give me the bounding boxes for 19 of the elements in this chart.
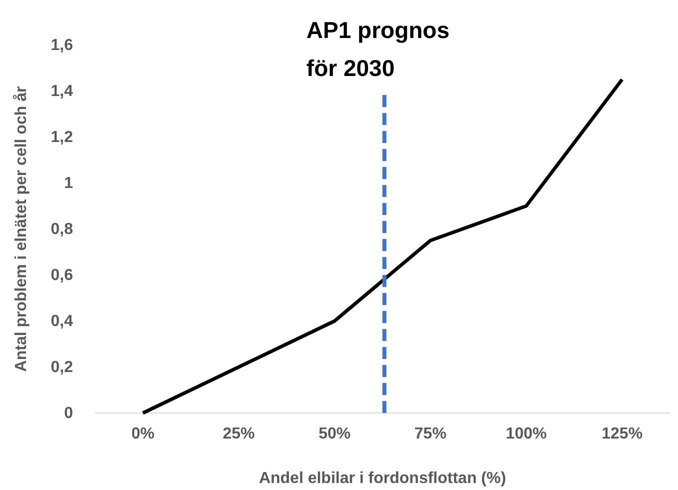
x-tick-label: 0% bbox=[131, 425, 154, 442]
x-tick-label: 125% bbox=[602, 425, 643, 442]
x-tick-label: 50% bbox=[318, 425, 351, 442]
x-tick-label: 75% bbox=[414, 425, 446, 442]
y-tick-label: 0,4 bbox=[50, 313, 74, 330]
y-tick-label: 0,2 bbox=[50, 359, 74, 376]
y-axis-title: Antal problem i elnätet per cell och år bbox=[12, 86, 30, 372]
y-tick-label: 1,4 bbox=[50, 83, 74, 100]
y-tick-label: 0,6 bbox=[50, 267, 74, 284]
y-tick-label: 0,8 bbox=[50, 221, 74, 238]
x-tick-label: 100% bbox=[506, 425, 547, 442]
y-tick-label: 0 bbox=[64, 405, 74, 422]
y-tick-label: 1 bbox=[64, 175, 74, 192]
ref-line-label: AP1 prognos för 2030 bbox=[306, 17, 450, 81]
y-tick-label: 1,6 bbox=[50, 37, 74, 54]
x-tick-label: 25% bbox=[222, 425, 255, 442]
line-series bbox=[141, 78, 624, 415]
x-axis-title: Andel elbilar i fordonsflottan (%) bbox=[258, 470, 506, 487]
y-tick-label: 1,2 bbox=[50, 129, 74, 146]
